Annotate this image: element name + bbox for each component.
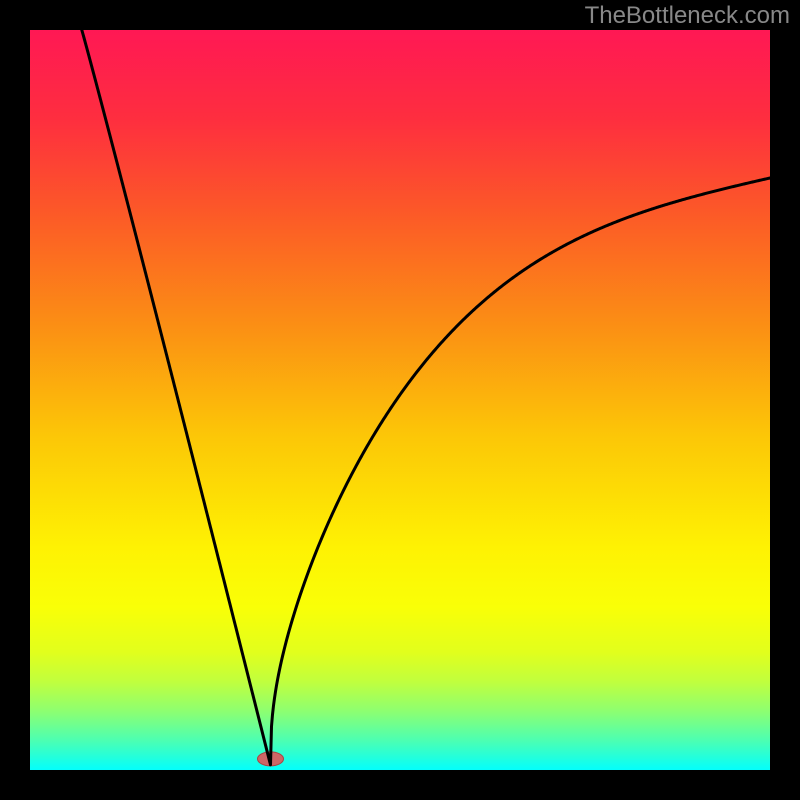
watermark-text: TheBottleneck.com: [585, 2, 790, 30]
plot-background: [30, 30, 770, 770]
chart-canvas: TheBottleneck.com: [0, 0, 800, 800]
chart-svg: [0, 0, 800, 800]
